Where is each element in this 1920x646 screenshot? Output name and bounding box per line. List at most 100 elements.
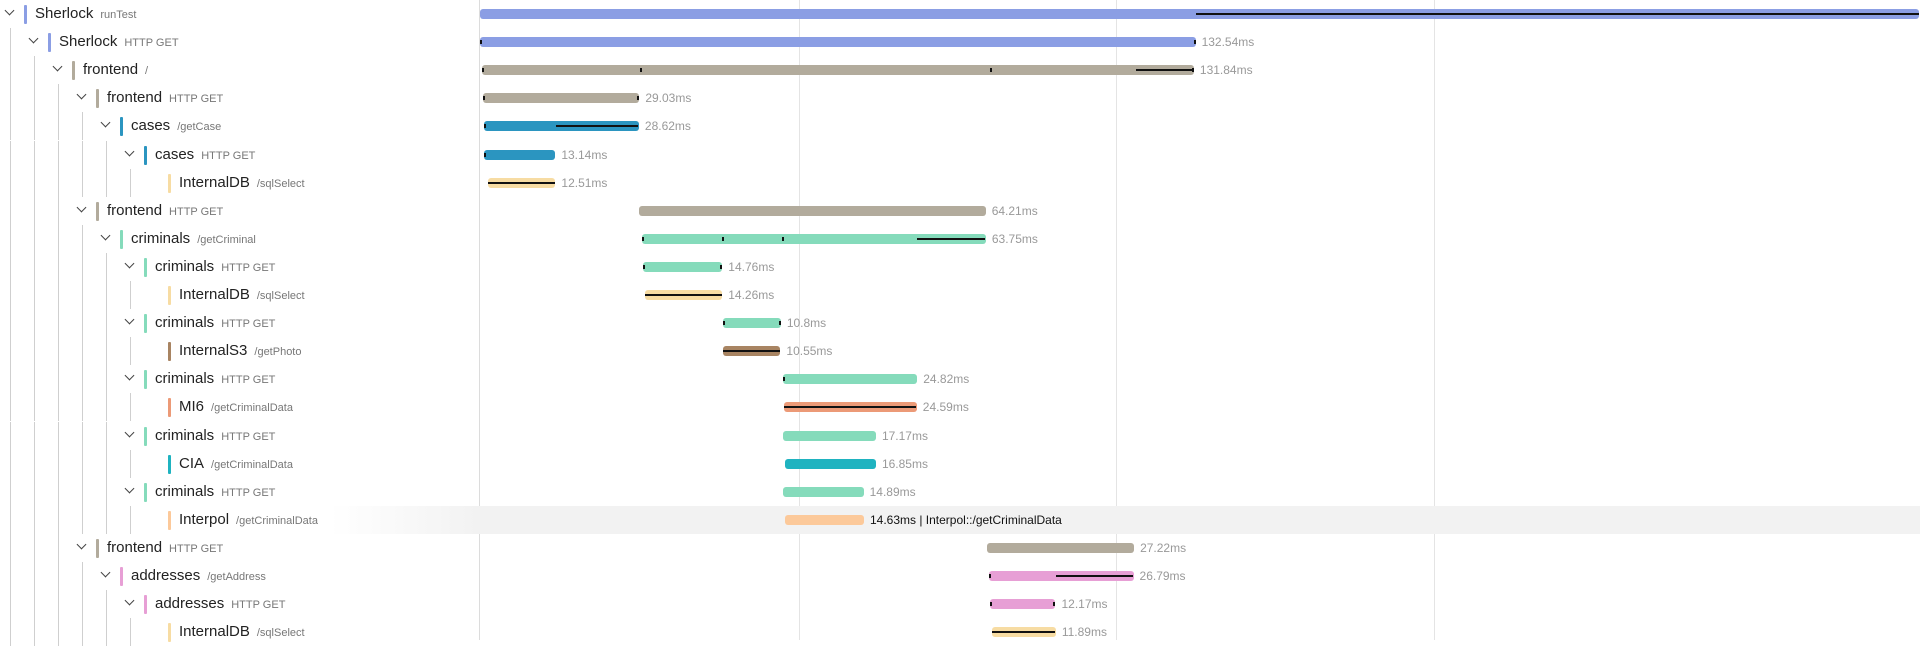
span-bar[interactable] [482,93,640,104]
span-row[interactable]: cases/getCase 28.62ms [0,112,1920,141]
span-bar[interactable] [487,177,556,188]
span-row[interactable]: CIA/getCriminalData 16.85ms [0,449,1920,478]
collapse-toggle[interactable] [122,257,138,275]
span-bar[interactable] [991,627,1056,638]
span-timeline-cell[interactable]: 10.8ms [480,309,1920,337]
span-row[interactable]: MI6/getCriminalData 24.59ms [0,393,1920,422]
span-row[interactable]: criminals HTTP GET 10.8ms [0,309,1920,338]
span-bar[interactable] [484,121,639,132]
span-timeline-cell[interactable]: 27.22ms [480,534,1920,562]
span-row[interactable]: criminals HTTP GET 17.17ms [0,421,1920,450]
span-timeline-cell[interactable]: 24.59ms [480,393,1920,421]
span-name[interactable]: addresses HTTP GET [155,595,285,614]
span-row[interactable]: addresses/getAddress 26.79ms [0,562,1920,590]
span-row[interactable]: InternalDB/sqlSelect 11.89ms [0,618,1920,646]
span-name[interactable]: criminals HTTP GET [155,258,275,277]
collapse-toggle[interactable] [2,4,18,22]
collapse-toggle[interactable] [122,426,138,444]
span-timeline-cell[interactable]: 14.89ms [480,478,1920,506]
collapse-toggle[interactable] [74,88,90,106]
span-timeline-cell[interactable]: 12.17ms [480,590,1920,618]
span-timeline-cell[interactable]: 17.17ms [480,422,1920,450]
span-bar[interactable] [784,402,917,413]
collapse-toggle[interactable] [122,313,138,331]
span-name[interactable]: criminals HTTP GET [155,370,275,389]
span-bar[interactable] [722,318,781,329]
span-timeline-cell[interactable]: 131.84ms [480,56,1920,84]
span-timeline-cell[interactable]: 14.26ms [480,281,1920,309]
span-name[interactable]: Sherlock HTTP GET [59,33,179,52]
span-row[interactable]: frontend / 131.84ms [0,56,1920,85]
span-name[interactable]: InternalDB/sqlSelect [179,174,305,193]
span-timeline-cell[interactable]: 28.62ms [480,112,1920,140]
collapse-toggle[interactable] [122,145,138,163]
span-timeline-cell[interactable]: 63.75ms [480,225,1920,253]
span-row[interactable]: criminals HTTP GET 24.82ms [0,365,1920,394]
span-bar[interactable] [645,290,723,300]
span-timeline-cell[interactable]: 29.03ms [480,84,1920,112]
collapse-toggle[interactable] [98,566,114,584]
span-name[interactable]: frontend HTTP GET [107,202,223,221]
span-name[interactable]: cases/getCase [131,117,221,136]
span-name[interactable]: Interpol/getCriminalData [179,511,318,530]
span-bar[interactable] [783,374,918,385]
span-name[interactable]: addresses/getAddress [131,567,266,586]
span-name[interactable]: frontend HTTP GET [107,539,223,558]
span-bar[interactable] [783,430,876,441]
span-row[interactable]: Interpol/getCriminalData 14.63ms | Interp… [0,505,1920,534]
span-name[interactable]: criminals HTTP GET [155,314,275,333]
span-timeline-cell[interactable]: 10.55ms [480,337,1920,365]
span-row[interactable]: InternalDB/sqlSelect 14.26ms [0,281,1920,309]
span-name[interactable]: InternalDB/sqlSelect [179,286,305,305]
span-name[interactable]: frontend / [83,61,148,80]
collapse-toggle[interactable] [98,116,114,134]
collapse-toggle[interactable] [74,201,90,219]
collapse-toggle[interactable] [122,369,138,387]
span-bar[interactable] [987,542,1135,553]
span-bar[interactable] [784,458,876,469]
span-name[interactable]: frontend HTTP GET [107,89,223,108]
span-row[interactable]: frontend HTTP GET 29.03ms [0,84,1920,113]
span-bar[interactable] [723,346,781,357]
collapse-toggle[interactable] [74,538,90,556]
span-row[interactable]: Sherlock HTTP GET 132.54ms [0,28,1920,57]
span-name[interactable]: criminals/getCriminal [131,230,256,249]
span-timeline-cell[interactable]: 26.79ms [480,562,1920,590]
span-name[interactable]: InternalDB/sqlSelect [179,623,305,642]
span-name[interactable]: MI6/getCriminalData [179,398,293,417]
span-bar[interactable] [784,514,864,525]
span-name[interactable]: criminals HTTP GET [155,427,275,446]
collapse-toggle[interactable] [98,229,114,247]
span-bar[interactable] [480,9,1919,19]
span-row[interactable]: criminals HTTP GET 14.89ms [0,477,1920,506]
span-bar[interactable] [641,233,986,244]
span-bar[interactable] [484,149,556,160]
span-timeline-cell[interactable]: 11.89ms [480,618,1920,646]
span-name[interactable]: cases HTTP GET [155,146,255,165]
span-timeline-cell[interactable] [480,0,1920,28]
span-bar[interactable] [482,65,1194,76]
span-name[interactable]: CIA/getCriminalData [179,455,293,474]
span-timeline-cell[interactable]: 12.51ms [480,169,1920,197]
collapse-toggle[interactable] [26,32,42,50]
collapse-toggle[interactable] [122,594,138,612]
span-row[interactable]: InternalS3/getPhoto 10.55ms [0,337,1920,366]
span-name[interactable]: InternalS3/getPhoto [179,342,301,361]
span-row[interactable]: criminals/getCriminal 63.75ms [0,224,1920,253]
span-row[interactable]: frontend HTTP GET 64.21ms [0,196,1920,225]
span-timeline-cell[interactable]: 132.54ms [480,28,1920,56]
span-row[interactable]: addresses HTTP GET 12.17ms [0,590,1920,619]
span-timeline-cell[interactable]: 16.85ms [480,450,1920,478]
span-bar[interactable] [639,205,986,216]
span-timeline-cell[interactable]: 24.82ms [480,365,1920,393]
span-name[interactable]: criminals HTTP GET [155,483,275,502]
span-row[interactable]: InternalDB/sqlSelect 12.51ms [0,168,1920,197]
span-timeline-cell[interactable]: 64.21ms [480,197,1920,225]
span-row[interactable]: criminals HTTP GET 14.76ms [0,252,1920,281]
span-timeline-cell[interactable]: 14.63ms | Interpol::/getCriminalData [480,506,1920,534]
span-bar[interactable] [783,486,864,497]
span-bar[interactable] [642,261,723,272]
collapse-toggle[interactable] [50,60,66,78]
span-row[interactable]: Sherlock runTest [0,0,1920,28]
span-timeline-cell[interactable]: 13.14ms [480,141,1920,169]
